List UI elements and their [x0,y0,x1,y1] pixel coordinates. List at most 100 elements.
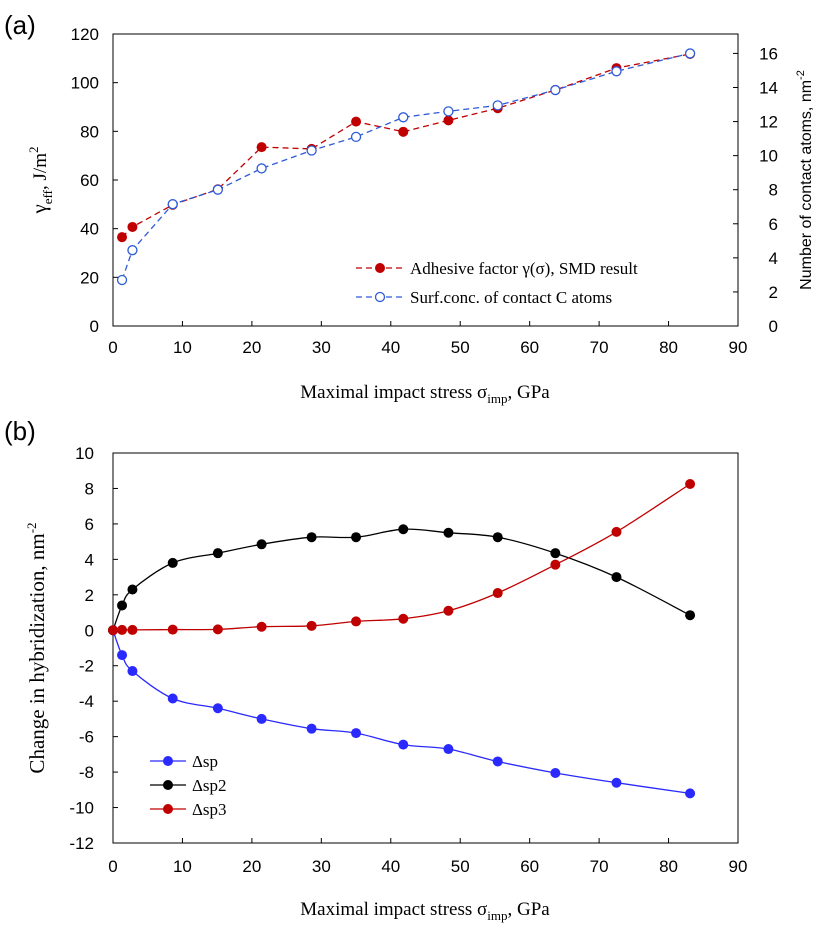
legend-label-dsp: Δsp [192,752,218,771]
point-b-dsp3 [492,588,503,599]
point-b-dsp [306,723,317,734]
y-tick-label-b: 0 [85,621,94,640]
y2-tick-label-a: 2 [769,283,778,302]
legend-marker-dsp2 [163,780,173,790]
x-axis-title-a: Maximal impact stress σimp, GPa [300,382,550,406]
point-b-dsp2 [167,557,178,568]
y-tick-label-b: -2 [79,657,94,676]
point-b-dsp3 [212,624,223,635]
x-tick-label-a: 0 [108,338,117,357]
x-tick-label-a: 50 [451,338,470,357]
x-tick-label-b: 80 [659,857,678,876]
point-a-surfconc [167,199,178,210]
point-a-adhesive [398,126,409,137]
legend-marker-surfconc [374,291,386,303]
point-b-dsp3 [351,616,362,627]
chart-a: 0 10 20 30 40 50 60 70 80 90 0 20 40 60 80 100 120 0 2 4 6 8 1… [26,25,815,406]
point-b-dsp3 [306,620,317,631]
point-a-surfconc [398,112,409,123]
y-axis-title-b: Change in hybridization, nm-2 [24,522,49,773]
legend-label-adhesive: Adhesive factor γ(σ), SMD result [410,259,638,278]
legend-item-dsp3: Δsp3 [150,800,227,819]
y-tick-label-b: -10 [69,799,94,818]
legend-item-surfconc: Surf.conc. of contact C atoms [356,288,612,307]
point-a-surfconc [306,145,317,156]
point-a-surfconc [611,66,622,77]
y-axis-title-a: γeff, J/m2 [26,147,55,215]
point-b-dsp3 [611,526,622,537]
point-a-surfconc [550,84,561,96]
legend-marker-dsp3 [163,804,173,814]
point-b-dsp [351,728,362,739]
point-b-dsp3 [108,625,118,636]
legend-label-dsp3: Δsp3 [192,800,227,819]
x-tick-label-b: 20 [242,857,261,876]
y-tick-label-a: 60 [80,171,99,190]
y2-tick-label-a: 8 [769,181,778,200]
series-line-a-1 [121,52,691,281]
x-tick-label-a: 20 [242,338,261,357]
point-a-surfconc [684,48,696,59]
point-b-dsp [611,777,622,788]
y-tick-label-a: 80 [80,122,99,141]
y2-tick-label-a: 10 [759,147,778,166]
legend-item-adhesive: Adhesive factor γ(σ), SMD result [356,259,638,278]
x-tick-label-b: 40 [381,857,400,876]
x-tick-label-a: 40 [381,338,400,357]
point-b-dsp2 [306,532,317,543]
point-a-surfconc [127,245,138,256]
y-tick-label-b: -4 [79,692,94,711]
point-b-dsp3 [117,624,128,635]
point-a-surfconc [116,274,128,286]
plot-frame-a [112,33,739,327]
x-tick-label-b: 90 [729,857,748,876]
legend-label-dsp2: Δsp2 [192,776,227,795]
x-tick-label-a: 10 [173,338,192,357]
y-tick-label-b: 8 [85,479,94,498]
series-line-a-0 [121,53,691,238]
y2-tick-label-a: 14 [759,78,778,97]
panel-label-a: (a) [4,10,36,40]
point-b-dsp [167,693,178,704]
point-b-dsp3 [398,613,409,624]
panel-label-b: (b) [4,416,36,446]
point-b-dsp2 [492,532,503,543]
plot-frame-b [112,452,739,844]
chart-b: 0 10 20 30 40 50 60 70 80 90 -12 -10 -8 -6 -4 -2 0 2 4 6 8 10… [24,444,747,923]
point-b-dsp3 [167,624,178,635]
x-tick-label-b: 60 [520,857,539,876]
point-b-dsp2 [550,548,561,559]
x-tick-label-a: 30 [312,338,331,357]
point-b-dsp2 [398,524,409,535]
point-b-dsp [443,744,454,755]
y2-tick-label-a: 12 [759,113,778,132]
y-tick-label-a: 40 [80,220,99,239]
point-b-dsp2 [127,584,138,595]
legend-a: Adhesive factor γ(σ), SMD result Surf.co… [356,259,638,307]
y2-axis-title-a: Number of contact atoms, nm-2 [795,70,815,290]
point-b-dsp2 [685,610,696,621]
point-b-dsp [550,767,561,778]
point-b-dsp2 [351,532,362,543]
legend-item-dsp2: Δsp2 [150,776,227,795]
y-tick-label-a: 120 [71,25,99,44]
series-line-b-dsp3 [112,483,691,631]
x-tick-label-b: 10 [173,857,192,876]
point-a-adhesive [443,115,454,126]
x-tick-label-b: 70 [590,857,609,876]
y-tick-label-a: 100 [71,74,99,93]
point-b-dsp3 [127,624,138,635]
x-tick-label-a: 80 [659,338,678,357]
point-b-dsp3 [443,605,454,616]
point-b-dsp [492,756,503,767]
y-tick-label-a: 20 [80,268,99,287]
legend-marker-dsp [163,756,173,766]
legend-marker-adhesive [375,263,385,273]
point-b-dsp [256,713,267,724]
point-a-adhesive [256,142,267,153]
y-tick-label-a: 0 [90,317,99,336]
x-axis-title-b: Maximal impact stress σimp, GPa [300,899,550,923]
point-b-dsp2 [611,572,622,583]
point-b-dsp3 [256,621,267,632]
